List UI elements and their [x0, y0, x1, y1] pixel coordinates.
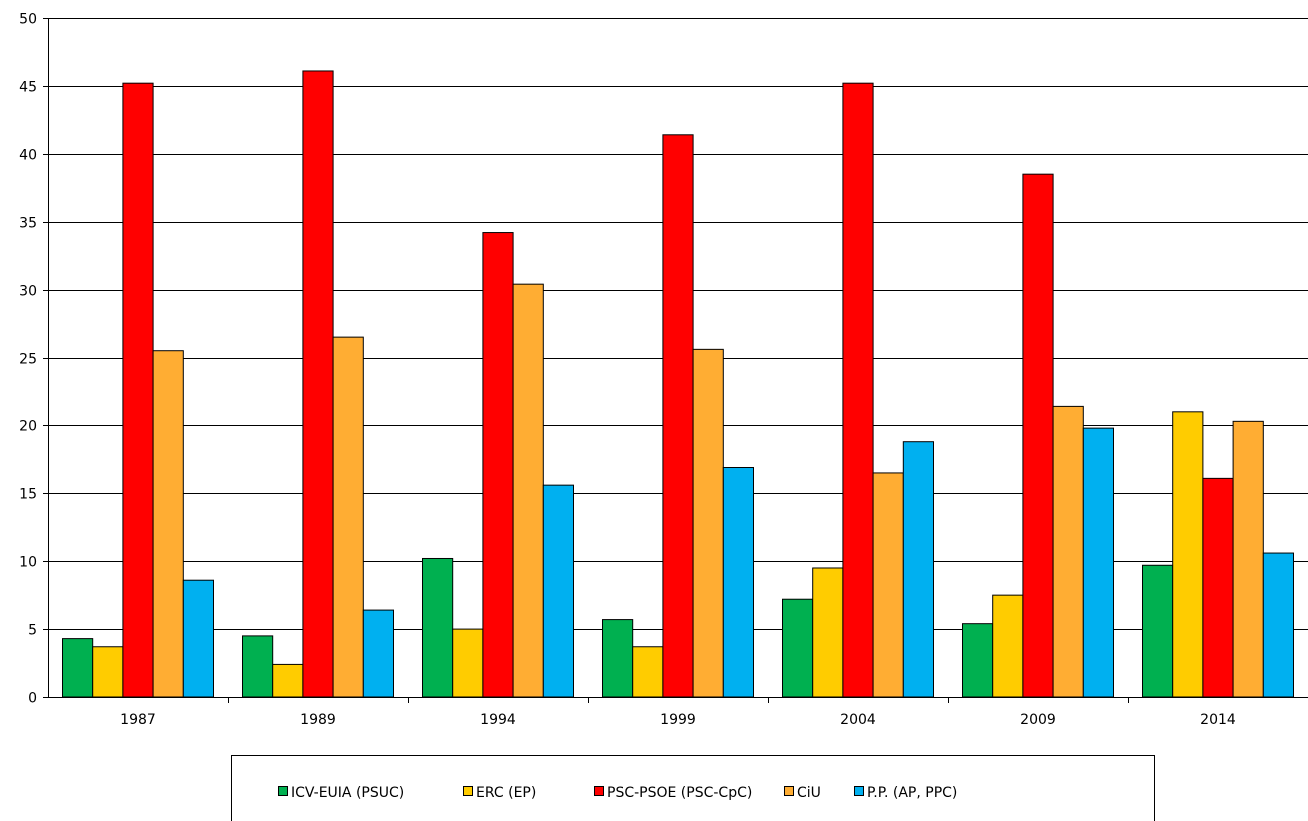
y-tick-label: 30 — [19, 284, 37, 300]
bar-1994-psc-psoe-psc-cpc — [482, 232, 514, 698]
bar-2014-icv-euia-psuc — [1142, 564, 1174, 698]
bar-2009-erc-ep — [992, 594, 1024, 698]
bar-1987-p-p-ap-ppc — [182, 579, 215, 698]
bar-2014-ciu — [1232, 420, 1264, 698]
y-tick-label: 25 — [19, 352, 37, 368]
bar-2014-erc-ep — [1172, 411, 1204, 698]
legend-swatch — [463, 786, 473, 796]
bar-2009-p-p-ap-ppc — [1082, 427, 1115, 698]
bar-2009-psc-psoe-psc-cpc — [1022, 173, 1054, 698]
bar-2014-psc-psoe-psc-cpc — [1202, 477, 1234, 698]
y-tick-label: 20 — [19, 419, 37, 435]
bar-2014-p-p-ap-ppc — [1262, 552, 1295, 698]
axes: 0 5 10 15 20 25 30 35 40 45 50 1987 1989 1994 1999 2004… — [19, 12, 1308, 728]
legend-label: P.P. (AP, PPC) — [867, 785, 957, 801]
legend-label: PSC-PSOE (PSC-CpC) — [607, 785, 752, 801]
legend-swatch — [854, 786, 864, 796]
x-tick-label: 2009 — [1020, 712, 1056, 728]
legend-label: ICV-EUIA (PSUC) — [291, 785, 404, 801]
y-tick-label: 45 — [19, 80, 37, 96]
bar-1989-p-p-ap-ppc — [362, 609, 394, 698]
y-tick-label: 5 — [28, 623, 37, 639]
bar-1987-erc-ep — [92, 646, 124, 698]
legend-swatch — [784, 786, 794, 796]
x-tick-label: 2004 — [840, 712, 876, 728]
legend-swatch — [594, 786, 604, 796]
bar-2009-ciu — [1052, 405, 1084, 698]
bar-1994-ciu — [512, 283, 544, 698]
bar-1999-icv-euia-psuc — [602, 619, 634, 698]
bar-1994-erc-ep — [452, 628, 484, 698]
bar-1989-ciu — [332, 336, 364, 698]
bar-1994-icv-euia-psuc — [422, 557, 454, 698]
bar-1987-ciu — [152, 350, 184, 698]
bar-2004-icv-euia-psuc — [782, 598, 814, 698]
legend-swatch — [278, 786, 288, 796]
y-tick-label: 10 — [19, 555, 37, 571]
bar-2009-icv-euia-psuc — [962, 623, 994, 698]
bar-1999-p-p-ap-ppc — [722, 467, 754, 698]
legend: ICV-EUIA (PSUC) ERC (EP) PSC-PSOE (PSC-CpC… — [231, 755, 1155, 821]
y-tick-label: 0 — [28, 691, 37, 707]
bar-1989-erc-ep — [272, 663, 304, 698]
bar-2004-ciu — [872, 472, 904, 698]
bar-1987-icv-euia-psuc — [62, 638, 94, 698]
y-tick-label: 50 — [19, 12, 37, 28]
y-tick-label: 35 — [19, 216, 37, 232]
x-tick-label: 1989 — [300, 712, 336, 728]
legend-label: CiU — [797, 785, 821, 801]
bar-2004-psc-psoe-psc-cpc — [842, 82, 874, 698]
bar-1999-ciu — [692, 348, 724, 698]
bar-1989-icv-euia-psuc — [242, 635, 274, 698]
y-tick-label: 15 — [19, 487, 37, 503]
bar-2004-p-p-ap-ppc — [902, 441, 934, 698]
bar-1999-erc-ep — [632, 646, 664, 698]
x-tick-label: 1999 — [660, 712, 696, 728]
bar-2004-erc-ep — [812, 567, 844, 698]
legend-box — [231, 755, 1155, 821]
x-tick-label: 2014 — [1200, 712, 1236, 728]
bar-1999-psc-psoe-psc-cpc — [662, 134, 694, 698]
bar-1987-psc-psoe-psc-cpc — [122, 82, 154, 698]
bar-1989-psc-psoe-psc-cpc — [302, 70, 334, 698]
legend-label: ERC (EP) — [476, 785, 536, 801]
x-tick-label: 1994 — [480, 712, 516, 728]
bars — [62, 70, 1295, 698]
bar-1994-p-p-ap-ppc — [542, 484, 574, 698]
x-tick-label: 1987 — [120, 712, 156, 728]
y-tick-label: 40 — [19, 148, 37, 164]
